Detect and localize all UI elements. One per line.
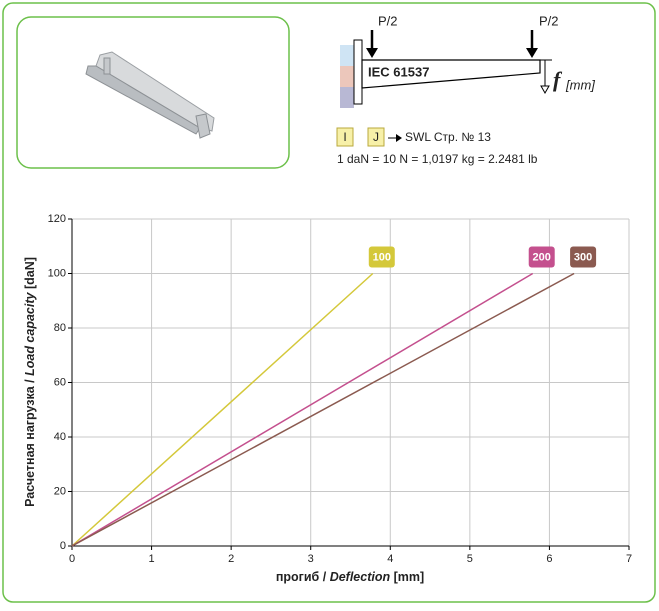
series-label: 300 bbox=[574, 251, 592, 263]
deflection-unit: [mm] bbox=[565, 77, 595, 92]
x-axis-label-part: Deflection bbox=[330, 570, 391, 584]
series-line bbox=[71, 272, 534, 547]
series-line bbox=[71, 272, 575, 547]
swl-reference: SWL Стр. № 13 bbox=[405, 130, 491, 144]
layer-swatch bbox=[340, 66, 354, 87]
wall-plate bbox=[353, 39, 363, 105]
deflection-arrow bbox=[540, 85, 550, 95]
y-axis-label-part: Load capacity bbox=[23, 291, 37, 375]
class-label: I bbox=[343, 130, 346, 144]
x-tick-label: 4 bbox=[387, 553, 393, 565]
class-box bbox=[367, 127, 385, 147]
x-axis-label-part: прогиб / bbox=[276, 570, 330, 584]
x-axis-label: прогиб / Deflection [mm] bbox=[276, 570, 424, 584]
x-tick-label: 7 bbox=[626, 553, 632, 565]
chart: Расчетная нагрузка / Load capacity [daN]… bbox=[23, 213, 632, 584]
y-tick-label: 20 bbox=[54, 485, 66, 497]
series-line bbox=[71, 272, 374, 547]
x-axis-label-part: [mm] bbox=[390, 570, 424, 584]
series-label-box bbox=[570, 246, 597, 268]
beam-diagram: P/2 P/2 IEC 61537 f [mm] I J SWL Стр. № … bbox=[336, 13, 595, 166]
x-tick-label: 2 bbox=[228, 553, 234, 565]
series-label-box bbox=[368, 246, 395, 268]
class-label: J bbox=[373, 130, 379, 144]
x-tick-label: 5 bbox=[467, 553, 473, 565]
layer-swatch bbox=[340, 87, 354, 108]
y-axis-label: Расчетная нагрузка / Load capacity [daN] bbox=[23, 257, 37, 507]
y-tick-label: 40 bbox=[54, 431, 66, 443]
standard-label: IEC 61537 bbox=[368, 64, 429, 79]
series-label-box bbox=[528, 246, 555, 268]
y-tick-label: 0 bbox=[60, 540, 66, 552]
y-axis-label-part: [daN] bbox=[23, 257, 37, 292]
x-tick-label: 6 bbox=[546, 553, 552, 565]
load-arrow bbox=[526, 48, 538, 58]
y-tick-label: 100 bbox=[48, 267, 66, 279]
x-tick-label: 3 bbox=[308, 553, 314, 565]
load-label: P/2 bbox=[378, 13, 398, 28]
product-image bbox=[85, 51, 215, 139]
class-box bbox=[336, 127, 354, 147]
layer-swatch bbox=[340, 45, 354, 66]
beam bbox=[361, 59, 541, 89]
deflection-symbol: f bbox=[553, 67, 563, 92]
y-axis-label-part: Расчетная нагрузка / bbox=[23, 376, 37, 507]
load-arrow bbox=[366, 48, 378, 58]
series-label: 100 bbox=[373, 251, 391, 263]
y-tick-label: 80 bbox=[54, 322, 66, 334]
x-tick-label: 1 bbox=[149, 553, 155, 565]
y-tick-label: 60 bbox=[54, 376, 66, 388]
x-tick-label: 0 bbox=[69, 553, 75, 565]
load-label: P/2 bbox=[539, 13, 559, 28]
y-tick-label: 120 bbox=[48, 213, 66, 225]
unit-conversion: 1 daN = 10 N = 1,0197 kg = 2.2481 lb bbox=[337, 152, 538, 166]
ref-arrow bbox=[396, 134, 402, 142]
series-label: 200 bbox=[533, 251, 551, 263]
